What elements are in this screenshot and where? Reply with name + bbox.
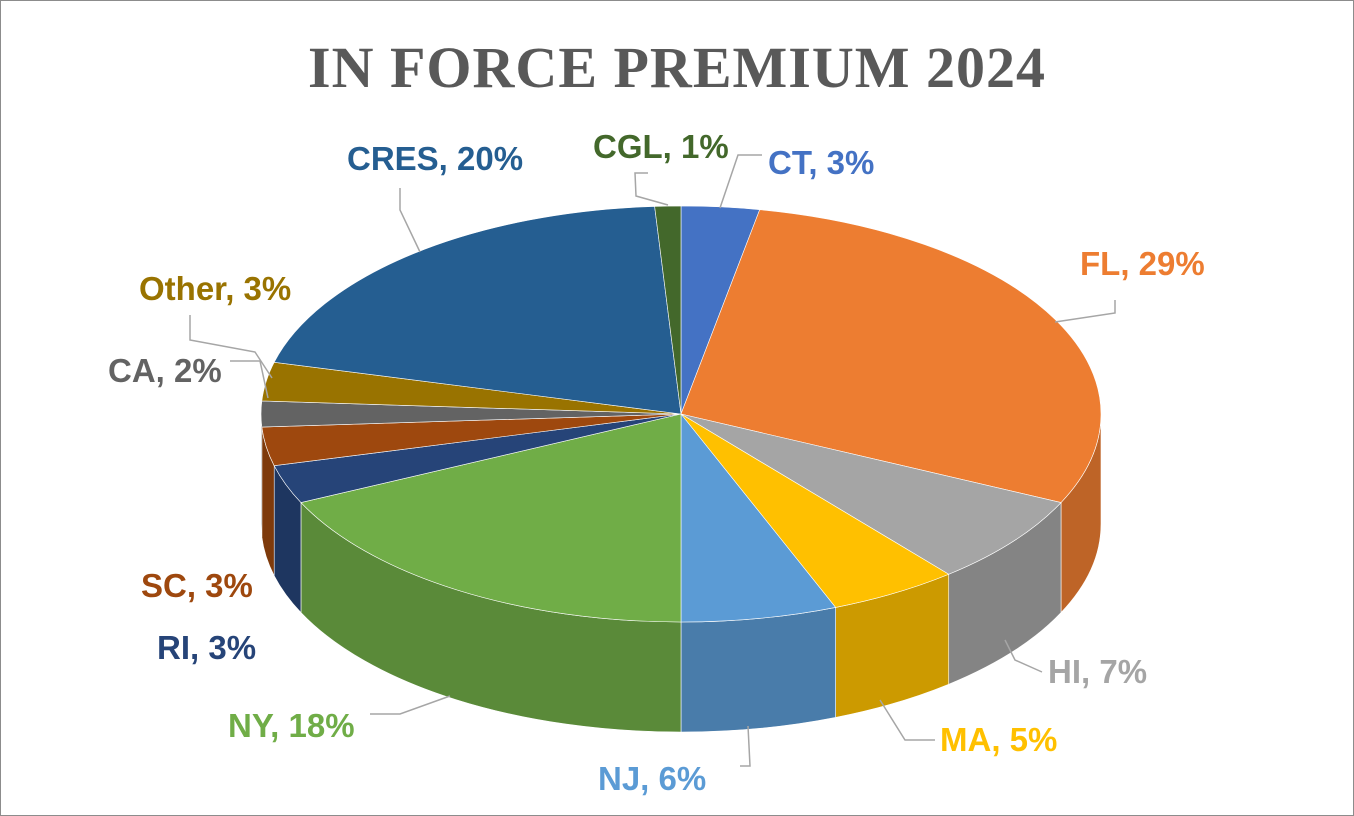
data-label-sc: SC, 3% xyxy=(141,567,253,604)
data-label-cgl: CGL, 1% xyxy=(593,128,729,165)
leader-lines xyxy=(189,154,1116,767)
pie-slice-hi xyxy=(680,413,1062,575)
data-label-ny: NY, 18% xyxy=(228,707,355,744)
leader-line-fl xyxy=(1054,300,1116,323)
data-label-nj: NJ, 6% xyxy=(598,760,706,797)
pie-slice-ny xyxy=(300,413,682,623)
data-label-fl: FL, 29% xyxy=(1080,245,1205,282)
data-labels: CT, 3% FL, 29% HI, 7% MA, 5% NJ, 6% NY, 18% RI… xyxy=(108,128,1205,797)
data-label-cres: CRES, 20% xyxy=(347,140,523,177)
leader-line-cres xyxy=(399,188,421,253)
leader-line-ca xyxy=(230,360,269,399)
data-label-ma: MA, 5% xyxy=(940,721,1057,758)
pie-side-nj xyxy=(680,607,836,733)
pie-slice-cres xyxy=(273,206,682,415)
data-label-other: Other, 3% xyxy=(139,270,291,307)
pie-slice-fl xyxy=(680,209,1102,503)
leader-line-cgl xyxy=(634,172,669,206)
leader-line-ct xyxy=(719,154,762,209)
leader-line-nj xyxy=(740,725,751,767)
pie-side-ca xyxy=(260,413,263,538)
pie-slice-cgl xyxy=(654,205,682,415)
leader-line-hi xyxy=(1004,639,1043,673)
leader-line-ny xyxy=(370,695,451,715)
data-label-ca: CA, 2% xyxy=(108,352,222,389)
chart-title: IN FORCE PREMIUM 2024 xyxy=(308,35,1046,100)
pie-side-layer xyxy=(260,413,1102,733)
pie-top-layer xyxy=(260,205,1102,623)
data-label-ri: RI, 3% xyxy=(157,629,256,666)
pie-slice-nj xyxy=(680,413,837,623)
data-label-ct: CT, 3% xyxy=(768,144,874,181)
leader-line-ma xyxy=(879,699,935,741)
data-label-hi: HI, 7% xyxy=(1048,653,1147,690)
leader-line-other xyxy=(189,315,273,379)
